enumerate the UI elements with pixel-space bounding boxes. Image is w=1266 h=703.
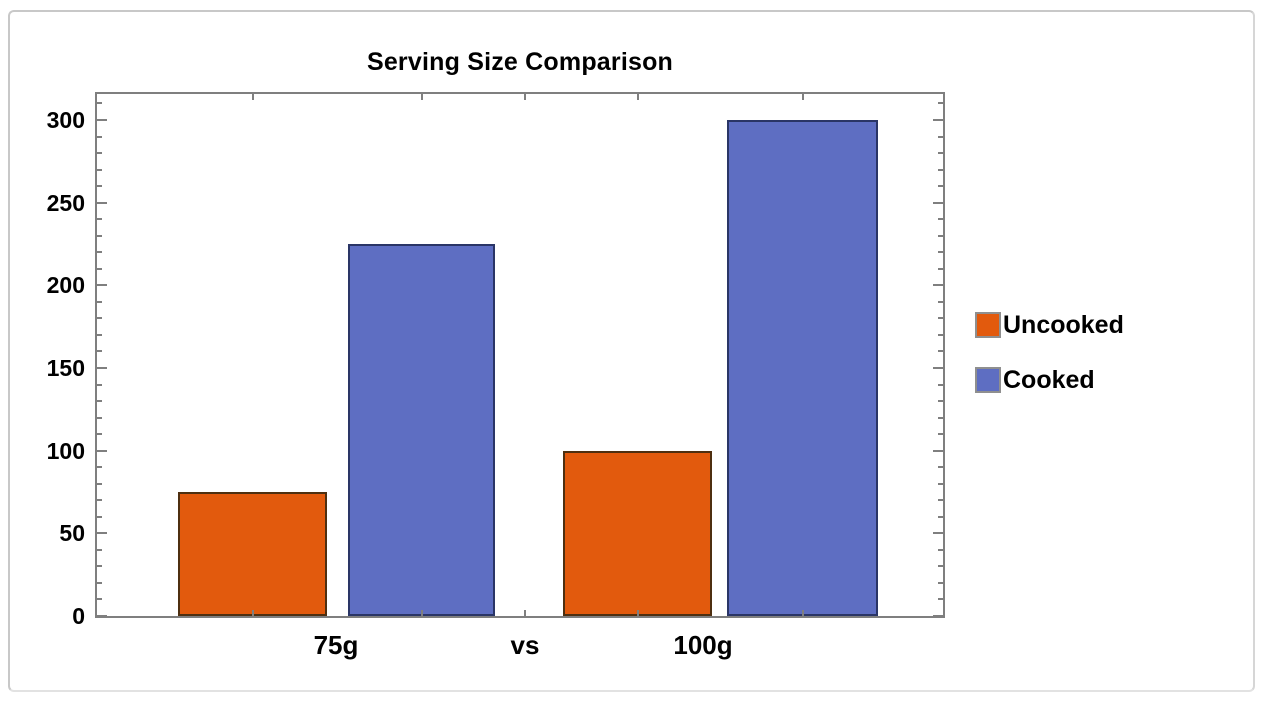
y-minor-tick <box>97 499 102 502</box>
x-axis-label: 100g <box>673 630 733 660</box>
y-minor-tick <box>97 102 102 105</box>
y-minor-tick <box>938 267 943 270</box>
legend-label: Uncooked <box>1003 311 1124 339</box>
y-minor-tick <box>97 135 102 138</box>
y-minor-tick <box>938 300 943 303</box>
y-minor-tick <box>97 400 102 403</box>
legend-label: Cooked <box>1003 366 1095 394</box>
y-tick-label: 150 <box>46 355 85 381</box>
x-tick <box>802 610 804 616</box>
y-major-tick <box>97 532 107 535</box>
y-minor-tick <box>97 218 102 221</box>
y-major-tick <box>933 284 943 287</box>
y-minor-tick <box>97 185 102 188</box>
y-minor-tick <box>938 515 943 518</box>
y-minor-tick <box>97 581 102 584</box>
y-minor-tick <box>97 350 102 353</box>
y-minor-tick <box>97 383 102 386</box>
y-major-tick <box>97 284 107 287</box>
bar-cooked-75g <box>348 244 495 616</box>
y-minor-tick <box>938 152 943 155</box>
y-minor-tick <box>938 251 943 254</box>
y-minor-tick <box>938 333 943 336</box>
y-tick-label: 300 <box>46 107 85 133</box>
y-minor-tick <box>97 466 102 469</box>
y-minor-tick <box>97 548 102 551</box>
y-minor-tick <box>938 466 943 469</box>
x-tick <box>802 94 804 100</box>
y-minor-tick <box>938 168 943 171</box>
y-minor-tick <box>97 300 102 303</box>
y-minor-tick <box>938 383 943 386</box>
x-tick <box>637 94 639 100</box>
y-minor-tick <box>938 234 943 237</box>
y-minor-tick <box>938 598 943 601</box>
y-major-tick <box>933 532 943 535</box>
x-tick <box>421 94 423 100</box>
y-major-tick <box>97 615 107 617</box>
x-tick <box>524 94 526 100</box>
y-major-tick <box>933 449 943 452</box>
y-minor-tick <box>97 433 102 436</box>
y-major-tick <box>97 201 107 204</box>
y-minor-tick <box>97 515 102 518</box>
bar-uncooked-100g <box>563 451 712 616</box>
y-minor-tick <box>938 218 943 221</box>
y-tick-label: 200 <box>46 272 85 298</box>
y-major-tick <box>933 615 943 617</box>
chart-title: Serving Size Comparison <box>366 48 674 76</box>
y-minor-tick <box>938 581 943 584</box>
y-minor-tick <box>938 317 943 320</box>
x-axis-label: vs <box>510 630 540 660</box>
x-tick <box>637 610 639 616</box>
y-tick-label: 0 <box>72 603 85 629</box>
y-minor-tick <box>938 433 943 436</box>
y-minor-tick <box>938 350 943 353</box>
y-minor-tick <box>938 548 943 551</box>
y-major-tick <box>933 119 943 121</box>
x-axis-label: 75g <box>313 630 359 660</box>
bar-uncooked-75g <box>178 492 327 616</box>
y-minor-tick <box>97 267 102 270</box>
legend-swatch-uncooked <box>975 312 1001 338</box>
y-minor-tick <box>938 135 943 138</box>
x-tick <box>524 610 526 616</box>
y-minor-tick <box>97 482 102 485</box>
legend-swatch-cooked <box>975 367 1001 393</box>
y-minor-tick <box>938 482 943 485</box>
y-major-tick <box>933 201 943 204</box>
y-major-tick <box>97 367 107 369</box>
y-minor-tick <box>938 102 943 105</box>
y-minor-tick <box>938 185 943 188</box>
y-minor-tick <box>938 416 943 419</box>
y-tick-label: 100 <box>46 438 85 464</box>
y-minor-tick <box>97 333 102 336</box>
y-tick-label: 250 <box>46 190 85 216</box>
y-tick-label: 50 <box>59 520 85 546</box>
y-minor-tick <box>97 416 102 419</box>
y-minor-tick <box>938 400 943 403</box>
legend-item-cooked: Cooked <box>975 367 1095 393</box>
y-minor-tick <box>97 168 102 171</box>
y-minor-tick <box>97 251 102 254</box>
y-minor-tick <box>938 565 943 568</box>
y-minor-tick <box>938 499 943 502</box>
x-tick <box>252 610 254 616</box>
y-minor-tick <box>97 152 102 155</box>
y-major-tick <box>97 449 107 452</box>
x-tick <box>421 610 423 616</box>
x-tick <box>252 94 254 100</box>
y-minor-tick <box>97 565 102 568</box>
plot-area <box>95 92 945 618</box>
y-minor-tick <box>97 598 102 601</box>
bar-cooked-100g <box>727 120 878 616</box>
y-minor-tick <box>97 234 102 237</box>
y-major-tick <box>933 367 943 369</box>
y-minor-tick <box>97 317 102 320</box>
y-major-tick <box>97 119 107 121</box>
legend-item-uncooked: Uncooked <box>975 312 1124 338</box>
